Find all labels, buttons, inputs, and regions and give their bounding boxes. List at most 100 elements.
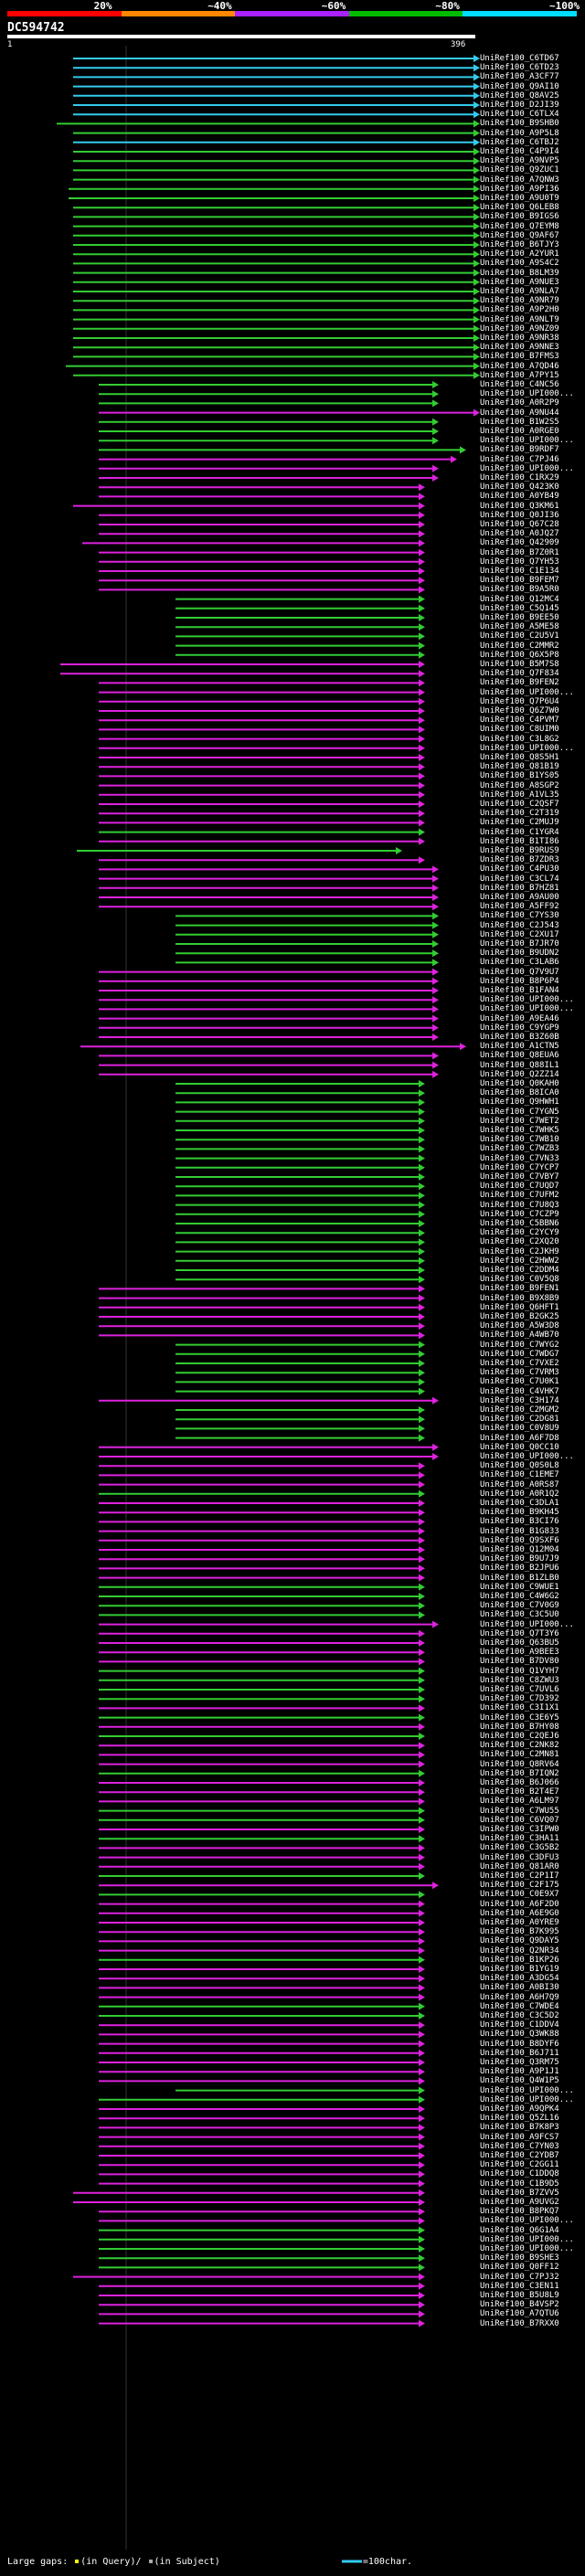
- hit-label[interactable]: UniRef100_C7WB10: [480, 1135, 559, 1145]
- hit-label[interactable]: UniRef100_Q2ZZ14: [480, 1069, 559, 1079]
- hit-label[interactable]: UniRef100_C7YS30: [480, 911, 559, 921]
- hit-label[interactable]: UniRef100_A5W3D8: [480, 1321, 559, 1331]
- hit-label[interactable]: UniRef100_A3DG54: [480, 1974, 559, 1984]
- hit-label[interactable]: UniRef100_UPI000...: [480, 2085, 574, 2095]
- hit-label[interactable]: UniRef100_A0R2P9: [480, 398, 559, 408]
- hit-label[interactable]: UniRef100_C3DLA1: [480, 1499, 559, 1508]
- hit-label[interactable]: UniRef100_Q3WK88: [480, 2030, 559, 2040]
- hit-label[interactable]: UniRef100_Q0CC10: [480, 1442, 559, 1452]
- hit-label[interactable]: UniRef100_Q5ZL16: [480, 2114, 559, 2124]
- hit-label[interactable]: UniRef100_A9NR38: [480, 334, 559, 343]
- hit-label[interactable]: UniRef100_C2MGM2: [480, 1405, 559, 1415]
- hit-label[interactable]: UniRef100_C2DDM4: [480, 1266, 559, 1275]
- hit-label[interactable]: UniRef100_C2MUJ9: [480, 818, 559, 828]
- hit-label[interactable]: UniRef100_C2DG81: [480, 1415, 559, 1425]
- hit-label[interactable]: UniRef100_Q9AF67: [480, 230, 559, 240]
- hit-label[interactable]: UniRef100_B9IGS6: [480, 212, 559, 222]
- hit-label[interactable]: UniRef100_B9SHB0: [480, 119, 559, 129]
- hit-label[interactable]: UniRef100_A7QTU6: [480, 2309, 559, 2319]
- hit-label[interactable]: UniRef100_C3HA11: [480, 1834, 559, 1844]
- hit-label[interactable]: UniRef100_A9NLA7: [480, 287, 559, 296]
- hit-label[interactable]: UniRef100_A4WB70: [480, 1330, 559, 1341]
- hit-label[interactable]: UniRef100_A5FF92: [480, 902, 559, 912]
- hit-label[interactable]: UniRef100_Q12M04: [480, 1545, 559, 1554]
- hit-label[interactable]: UniRef100_B9X8B9: [480, 1293, 559, 1303]
- hit-label[interactable]: UniRef100_B9FEN1: [480, 1284, 559, 1294]
- hit-label[interactable]: UniRef100_C7WDG7: [480, 1349, 559, 1359]
- hit-label[interactable]: UniRef100_B1YS05: [480, 771, 559, 781]
- hit-label[interactable]: UniRef100_C7UQD7: [480, 1182, 559, 1192]
- hit-label[interactable]: UniRef100_C2QEJ6: [480, 1732, 559, 1741]
- hit-label[interactable]: UniRef100_C8ZWU3: [480, 1675, 559, 1685]
- hit-label[interactable]: UniRef100_C7YCP7: [480, 1162, 559, 1172]
- hit-label[interactable]: UniRef100_A5ME58: [480, 622, 559, 632]
- hit-label[interactable]: UniRef100_C2MN81: [480, 1750, 559, 1760]
- hit-label[interactable]: UniRef100_Q7T3Y6: [480, 1628, 559, 1638]
- hit-label[interactable]: UniRef100_C3C5U0: [480, 1610, 559, 1620]
- hit-label[interactable]: UniRef100_Q0JI36: [480, 510, 559, 520]
- hit-label[interactable]: UniRef100_Q8RV64: [480, 1759, 559, 1769]
- hit-label[interactable]: UniRef100_A1VL35: [480, 790, 559, 800]
- hit-label[interactable]: UniRef100_C4W6G2: [480, 1592, 559, 1601]
- hit-label[interactable]: UniRef100_UPI000...: [480, 687, 574, 697]
- hit-label[interactable]: UniRef100_B8PKQ7: [480, 2207, 559, 2217]
- hit-label[interactable]: UniRef100_C7WET2: [480, 1116, 559, 1126]
- hit-label[interactable]: UniRef100_Q3RM75: [480, 2058, 559, 2067]
- hit-label[interactable]: UniRef100_Q8S5H1: [480, 753, 559, 762]
- hit-label[interactable]: UniRef100_A0BI30: [480, 1983, 559, 1993]
- hit-label[interactable]: UniRef100_Q63BU5: [480, 1638, 559, 1648]
- hit-label[interactable]: UniRef100_C2NK82: [480, 1741, 559, 1751]
- hit-label[interactable]: UniRef100_UPI000...: [480, 743, 574, 753]
- hit-label[interactable]: UniRef100_B9A5R0: [480, 585, 559, 595]
- hit-label[interactable]: UniRef100_B7K995: [480, 1927, 559, 1937]
- hit-label[interactable]: UniRef100_C5Q145: [480, 603, 559, 613]
- hit-label[interactable]: UniRef100_C0V5Q8: [480, 1275, 559, 1285]
- hit-label[interactable]: UniRef100_C7PJ46: [480, 454, 559, 464]
- hit-label[interactable]: UniRef100_B8DYF6: [480, 2039, 559, 2049]
- hit-label[interactable]: UniRef100_C2QSF7: [480, 800, 559, 809]
- hit-label[interactable]: UniRef100_B7RXX0: [480, 2318, 559, 2328]
- hit-label[interactable]: UniRef100_C3C5D2: [480, 2011, 559, 2020]
- hit-label[interactable]: UniRef100_C9WUE1: [480, 1582, 559, 1592]
- hit-label[interactable]: UniRef100_Q0S0L8: [480, 1461, 559, 1471]
- hit-label[interactable]: UniRef100_B4VSP2: [480, 2300, 559, 2310]
- hit-label[interactable]: UniRef100_Q6Z7W0: [480, 706, 559, 716]
- hit-label[interactable]: UniRef100_A6E9G0: [480, 1908, 559, 1918]
- hit-label[interactable]: UniRef100_C6TD23: [480, 63, 559, 73]
- hit-label[interactable]: UniRef100_Q7EYM8: [480, 221, 559, 231]
- hit-label[interactable]: UniRef100_C7UVL6: [480, 1685, 559, 1694]
- hit-label[interactable]: UniRef100_Q81AR0: [480, 1861, 559, 1871]
- hit-label[interactable]: UniRef100_A6LM97: [480, 1797, 559, 1807]
- hit-label[interactable]: UniRef100_Q7F834: [480, 669, 559, 679]
- hit-label[interactable]: UniRef100_B7Z0R1: [480, 547, 559, 557]
- hit-label[interactable]: UniRef100_A9P5L8: [480, 128, 559, 138]
- hit-label[interactable]: UniRef100_B6J066: [480, 1778, 559, 1787]
- hit-label[interactable]: UniRef100_C2XU17: [480, 929, 559, 939]
- hit-label[interactable]: UniRef100_A3CF77: [480, 72, 559, 82]
- hit-label[interactable]: UniRef100_C7VBY7: [480, 1172, 559, 1182]
- hit-label[interactable]: UniRef100_C7V0G9: [480, 1601, 559, 1611]
- hit-label[interactable]: UniRef100_C1RX29: [480, 473, 559, 482]
- hit-label[interactable]: UniRef100_C2JKH9: [480, 1246, 559, 1256]
- hit-label[interactable]: UniRef100_B9SHE3: [480, 2253, 559, 2263]
- hit-label[interactable]: UniRef100_A1CTN5: [480, 1042, 559, 1052]
- hit-label[interactable]: UniRef100_C4NC56: [480, 380, 559, 389]
- hit-label[interactable]: UniRef100_B7ZVV5: [480, 2188, 559, 2198]
- hit-label[interactable]: UniRef100_C7VRM3: [480, 1368, 559, 1378]
- hit-label[interactable]: UniRef100_A9EA46: [480, 1013, 559, 1023]
- hit-label[interactable]: UniRef100_C7CZP9: [480, 1209, 559, 1219]
- hit-label[interactable]: UniRef100_C2XQ20: [480, 1237, 559, 1247]
- hit-label[interactable]: UniRef100_A8SGP2: [480, 780, 559, 790]
- hit-label[interactable]: UniRef100_Q423K0: [480, 482, 559, 493]
- hit-label[interactable]: UniRef100_Q0KAH0: [480, 1079, 559, 1088]
- hit-label[interactable]: UniRef100_C6VQ07: [480, 1815, 559, 1825]
- hit-label[interactable]: UniRef100_B8P6P4: [480, 976, 559, 986]
- hit-label[interactable]: UniRef100_Q42909: [480, 538, 559, 548]
- hit-label[interactable]: UniRef100_C3G5B2: [480, 1843, 559, 1853]
- hit-label[interactable]: UniRef100_A9BEE3: [480, 1648, 559, 1658]
- hit-label[interactable]: UniRef100_B1W2S5: [480, 417, 559, 427]
- hit-label[interactable]: UniRef100_C4P9I4: [480, 147, 559, 156]
- hit-label[interactable]: UniRef100_C8UIM0: [480, 725, 559, 735]
- hit-label[interactable]: UniRef100_B6TJY3: [480, 240, 559, 249]
- hit-label[interactable]: UniRef100_A9NLT9: [480, 314, 559, 324]
